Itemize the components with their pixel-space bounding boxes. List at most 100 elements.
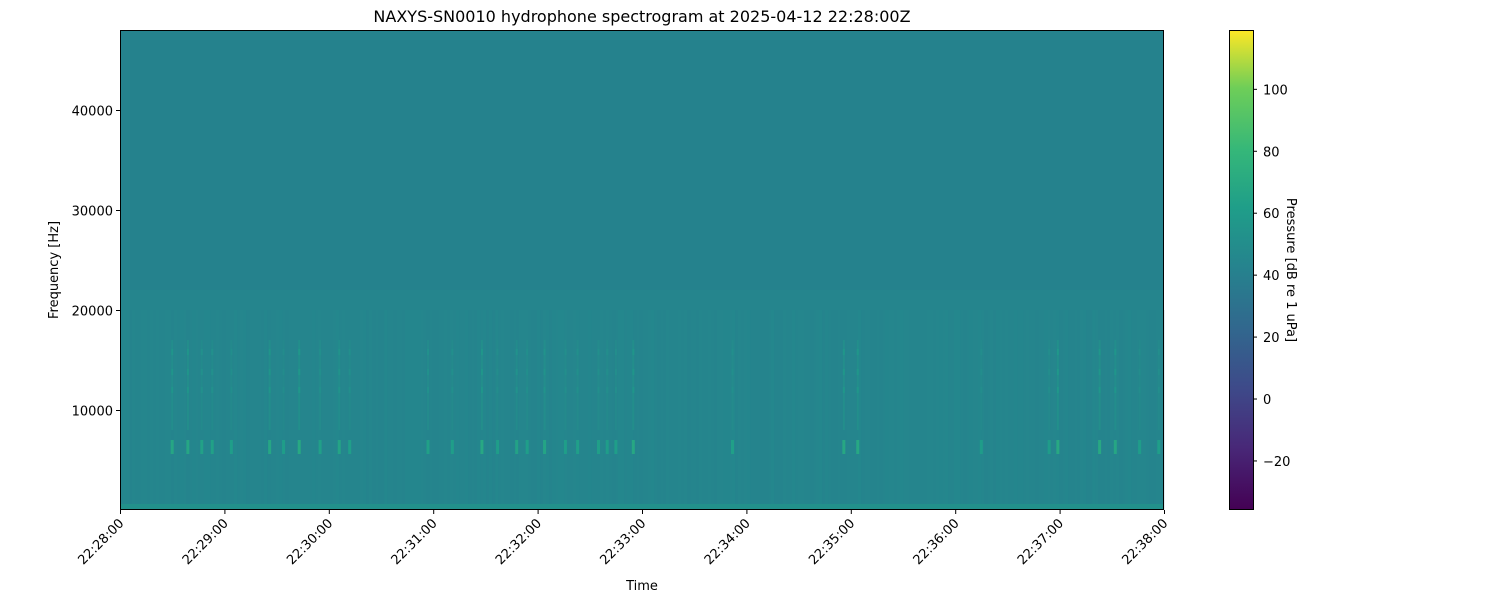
heatmap-column [699, 310, 703, 510]
heatmap-harmonic [451, 369, 454, 375]
heatmap-column [279, 310, 283, 510]
heatmap-column [882, 310, 886, 510]
y-axis: 10000 20000 30000 40000 [72, 105, 120, 420]
heatmap-harmonic [348, 369, 351, 375]
heatmap-harmonic [171, 349, 174, 355]
heatmap-harmonic [597, 349, 600, 355]
colorbar-label: Pressure [dB re 1 uPa] [1283, 198, 1298, 342]
heatmap-column [813, 310, 817, 510]
heatmap-column [600, 310, 604, 510]
heatmap-column [924, 310, 928, 510]
heatmap-column [504, 310, 508, 510]
heatmap-column [1038, 310, 1042, 510]
heatmap-event-streak [230, 340, 233, 430]
heatmap-column [954, 310, 958, 510]
heatmap-column [120, 310, 124, 510]
heatmap-column [651, 310, 655, 510]
heatmap-tonal-event [480, 440, 484, 454]
heatmap-tonal-event [229, 440, 233, 454]
heatmap-column [330, 310, 334, 510]
heatmap-tonal-event [576, 440, 580, 454]
heatmap-column [336, 310, 340, 510]
x-axis: 22:28:00 22:29:00 22:30:00 22:31:00 22:32:00… [75, 510, 1171, 568]
heatmap-column [156, 310, 160, 510]
heatmap-column [1095, 310, 1099, 510]
heatmap-column [357, 310, 361, 510]
heatmap-column [1083, 310, 1087, 510]
heatmap-harmonic [211, 349, 214, 355]
heatmap-event-streak [200, 340, 203, 430]
heatmap-column [204, 310, 208, 510]
heatmap-column [1122, 310, 1126, 510]
heatmap-column [306, 310, 310, 510]
heatmap-tonal-event [543, 440, 547, 454]
heatmap-column [816, 310, 820, 510]
heatmap-harmonic [268, 387, 271, 393]
heatmap-tonal-event [1157, 440, 1161, 454]
heatmap-harmonic [480, 369, 483, 375]
heatmap-harmonic [731, 349, 734, 355]
heatmap-column [741, 310, 745, 510]
heatmap-column [705, 310, 709, 510]
heatmap-column [366, 310, 370, 510]
heatmap-column [513, 310, 517, 510]
heatmap-column [879, 310, 883, 510]
heatmap-column [492, 310, 496, 510]
heatmap-column [384, 310, 388, 510]
heatmap-column [603, 310, 607, 510]
heatmap-column [147, 310, 151, 510]
heatmap-column [219, 310, 223, 510]
heatmap-column [792, 310, 796, 510]
heatmap-harmonic [597, 387, 600, 393]
heatmap-column [654, 310, 658, 510]
heatmap-harmonic [200, 369, 203, 375]
x-tick-label: 22:36:00 [911, 516, 963, 568]
heatmap-column [732, 310, 736, 510]
heatmap-column [663, 310, 667, 510]
heatmap-column [252, 310, 256, 510]
heatmap-column [345, 310, 349, 510]
heatmap-event-streak [543, 340, 546, 430]
heatmap-column [1143, 310, 1147, 510]
heatmap-column [414, 310, 418, 510]
heatmap-column [888, 310, 892, 510]
heatmap-column [636, 310, 640, 510]
heatmap-column [969, 310, 973, 510]
heatmap-harmonic [298, 369, 301, 375]
heatmap-column [891, 310, 895, 510]
heatmap-harmonic [1138, 387, 1141, 393]
heatmap-column [678, 310, 682, 510]
heatmap-event-streak [426, 340, 429, 430]
heatmap-column [1005, 310, 1009, 510]
heatmap-column [867, 310, 871, 510]
heatmap-column [402, 310, 406, 510]
heatmap-column [996, 310, 1000, 510]
heatmap-column [828, 310, 832, 510]
heatmap-column [162, 310, 166, 510]
heatmap-column [168, 310, 172, 510]
heatmap-column [642, 310, 646, 510]
heatmap-column [501, 310, 505, 510]
heatmap-column [396, 310, 400, 510]
heatmap-column [1116, 310, 1120, 510]
heatmap-column [1035, 310, 1039, 510]
heatmap-column [561, 310, 565, 510]
colorbar-axis: −20 0 20 40 60 80 100 [1253, 83, 1290, 470]
heatmap-column [225, 310, 229, 510]
heatmap-tonal-event [614, 440, 618, 454]
heatmap-harmonic [980, 349, 983, 355]
heatmap-column [1125, 310, 1129, 510]
heatmap-column [261, 310, 265, 510]
heatmap-column [465, 310, 469, 510]
heatmap-column [777, 310, 781, 510]
heatmap-column [1062, 310, 1066, 510]
heatmap-harmonic [606, 387, 609, 393]
heatmap-column [381, 310, 385, 510]
heatmap-harmonic [564, 349, 567, 355]
heatmap-column [801, 310, 805, 510]
heatmap-harmonic [480, 349, 483, 355]
heatmap-column [138, 310, 142, 510]
heatmap-column [423, 310, 427, 510]
heatmap-column [234, 310, 238, 510]
heatmap-column [660, 310, 664, 510]
